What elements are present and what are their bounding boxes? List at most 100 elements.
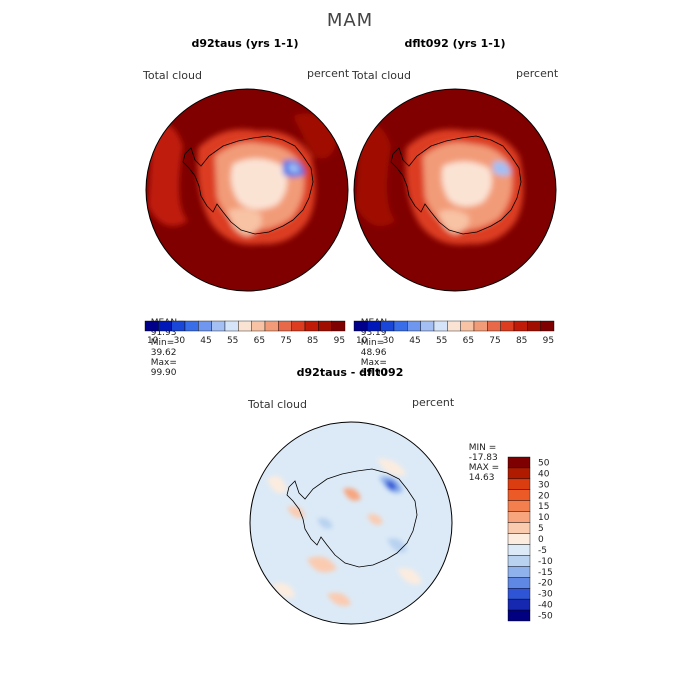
panel-2-colorbar-swatch — [353, 320, 368, 332]
diff-colorbar-swatch — [507, 555, 531, 567]
panel-1-coastline — [182, 135, 314, 235]
panel-1-colorbar-tick-label: 30 — [174, 336, 186, 346]
panel-2-units-label: percent — [516, 67, 559, 80]
diff-colorbar-swatch — [507, 587, 531, 600]
panel-2-colorbar-swatch — [407, 320, 421, 332]
diff-coastline — [286, 468, 418, 568]
panel-1-map — [145, 88, 349, 292]
panel-2-coastline — [390, 135, 522, 235]
panel-1-colorbar-tick-label: 95 — [334, 336, 345, 346]
diff-colorbar-swatch — [507, 489, 531, 501]
panel-1-colorbar-swatch — [184, 320, 199, 332]
panel-2-max-value: 99.90 — [360, 368, 387, 378]
diff-colorbar-tick-label: 50 — [538, 458, 550, 468]
diff-colorbar-swatch — [507, 609, 531, 622]
panel-1-colorbar-swatch — [224, 320, 239, 332]
diff-colorbar-tick-label: -50 — [538, 612, 553, 622]
diff-colorbar-swatch — [507, 467, 531, 480]
panel-1-colorbar-swatch — [278, 320, 292, 332]
panel-2-colorbar-swatch — [460, 320, 475, 332]
panel-1-max-value: 99.90 — [150, 368, 177, 378]
panel-2-colorbar-tick-label: 30 — [383, 336, 395, 346]
diff-colorbar-tick-label: -40 — [538, 601, 553, 611]
panel-2-colorbar-tick-label: 95 — [543, 336, 554, 346]
diff-colorbar-tick-label: 15 — [538, 502, 549, 512]
panel-2-colorbar-swatch — [540, 320, 555, 332]
panel-2-colorbar-swatch — [447, 320, 461, 332]
diff-map — [249, 421, 453, 625]
panel-2-mean-value: 93.19 — [360, 328, 387, 338]
diff-min-value: -17.83 — [468, 453, 498, 463]
diff-colorbar-tick-label: -15 — [538, 568, 553, 578]
diff-colorbar-tick-label: 30 — [538, 480, 550, 490]
diff-colorbar-swatch — [507, 577, 531, 589]
diff-colorbar-swatch — [507, 500, 531, 512]
panel-2-colorbar: 10 30 45 55 65 75 85 95 — [353, 320, 555, 346]
panel-1-colorbar-tick-label: 10 — [147, 336, 159, 346]
panel-1-colorbar-swatch — [211, 320, 226, 332]
diff-colorbar-swatch — [507, 598, 531, 611]
diff-min-max: MIN = -17.83 MAX = 14.63 — [463, 433, 500, 483]
season-title: MAM — [326, 10, 374, 31]
panel-1-colorbar-swatch — [264, 320, 279, 332]
panel-2-colorbar-tick-label: 55 — [436, 336, 447, 346]
panel-2-colorbar-tick-label: 85 — [516, 336, 527, 346]
panel-2-colorbar-tick-label: 65 — [463, 336, 474, 346]
panel-2-colorbar-tick-label: 10 — [356, 336, 368, 346]
panel-2-min-value: 48.96 — [360, 348, 387, 358]
panel-2-colorbar-swatch — [487, 320, 501, 332]
diff-colorbar-swatch — [507, 478, 531, 491]
diff-title: d92taus - dflt092 — [296, 366, 404, 379]
panel-1-colorbar-swatch — [171, 320, 186, 332]
panel-2-colorbar-swatch — [393, 320, 408, 332]
diff-colorbar-swatch — [507, 544, 531, 556]
panel-1-variable-label: Total cloud — [143, 69, 202, 82]
panel-1-mean-value: 91.93 — [150, 328, 177, 338]
panel-1-colorbar-swatch — [251, 320, 266, 332]
panel-1-colorbar-tick-label: 65 — [254, 336, 265, 346]
diff-colorbar-tick-label: 5 — [538, 524, 544, 534]
panel-2-colorbar-tick-label: 45 — [409, 336, 420, 346]
diff-colorbar-swatch — [507, 522, 531, 534]
panel-2-colorbar-swatch — [367, 320, 381, 332]
panel-2-colorbar-swatch — [433, 320, 448, 332]
panel-2-max-label: Max= — [360, 358, 387, 368]
diff-colorbar-tick-label: 10 — [538, 513, 550, 523]
panel-2-min-label: Min= — [360, 338, 385, 348]
panel-1-colorbar-swatch — [198, 320, 212, 332]
diff-max-value: 14.63 — [468, 473, 495, 483]
diff-colorbar-swatch — [507, 533, 531, 545]
panel-1-colorbar-swatch — [238, 320, 252, 332]
panel-1-units-label: percent — [307, 67, 350, 80]
panel-1-colorbar-swatch — [158, 320, 172, 332]
panel-2-colorbar-swatch — [527, 320, 541, 332]
panel-2-colorbar-swatch — [500, 320, 515, 332]
diff-colorbar-swatch — [507, 456, 531, 469]
diff-colorbar-tick-label: 40 — [538, 469, 550, 479]
diff-colorbar-tick-label: 0 — [538, 535, 544, 545]
diff-colorbar-tick-label: 20 — [538, 491, 550, 501]
panel-1-max-label: Max= — [150, 358, 177, 368]
diff-field-background — [250, 422, 452, 624]
panel-1-min-label: Min= — [150, 338, 175, 348]
diff-colorbar-swatch — [507, 511, 531, 523]
panel-2-colorbar-tick-label: 75 — [489, 336, 500, 346]
panel-2-colorbar-swatch — [473, 320, 488, 332]
panel-1-colorbar-swatch — [291, 320, 306, 332]
panel-1-colorbar-tick-label: 75 — [280, 336, 291, 346]
panel-2-title: dflt092 (yrs 1-1) — [404, 37, 506, 50]
diff-colorbar-swatch — [507, 566, 531, 578]
panel-2-variable-label: Total cloud — [352, 69, 411, 82]
panel-1-colorbar: 10 30 45 55 65 75 85 95 — [144, 320, 346, 346]
diff-colorbar-tick-label: -5 — [538, 546, 547, 556]
panel-1-colorbar-tick-label: 45 — [200, 336, 211, 346]
diff-max-label: MAX = — [468, 463, 500, 473]
panel-1-colorbar-tick-label: 55 — [227, 336, 238, 346]
diff-variable-label: Total cloud — [248, 398, 307, 411]
panel-1-colorbar-swatch — [331, 320, 346, 332]
diff-colorbar-tick-label: -20 — [538, 579, 553, 589]
panel-1-colorbar-tick-label: 85 — [307, 336, 318, 346]
diff-units-label: percent — [412, 396, 455, 409]
panel-2-colorbar-swatch — [513, 320, 528, 332]
